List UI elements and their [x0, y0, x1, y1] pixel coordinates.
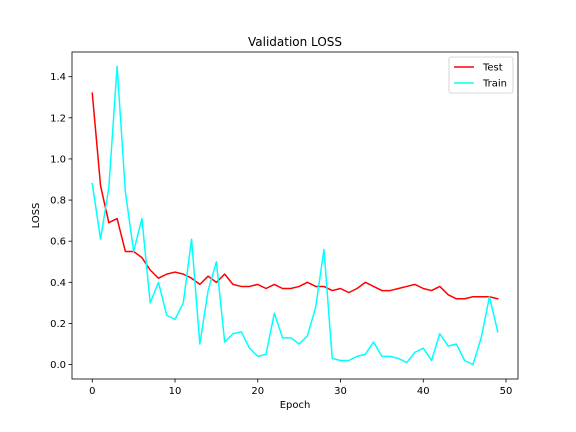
legend-label-train: Train	[482, 79, 507, 90]
y-tick-label: 1.2	[50, 113, 66, 124]
y-tick-label: 0.0	[50, 360, 66, 371]
x-tick-label: 40	[417, 386, 430, 397]
x-tick-label: 10	[169, 386, 182, 397]
series-line-test	[91, 92, 499, 300]
y-tick-label: 1.0	[50, 154, 66, 165]
x-tick-label: 20	[251, 386, 264, 397]
chart-title: Validation LOSS	[248, 35, 342, 49]
y-tick-label: 0.8	[50, 196, 66, 207]
axes-layer: 0 10 20 30 40 50 0.0 0.2 0.4 0.6 0.8 1.0 1.2 1.4	[50, 51, 519, 397]
x-axis-label: Epoch	[280, 400, 311, 411]
legend-label-test: Test	[482, 63, 503, 74]
axes-frame	[71, 51, 519, 380]
y-tick-label: 1.4	[50, 72, 66, 83]
legend: Test Train	[448, 56, 514, 94]
series-layer	[91, 65, 499, 366]
series-line-train	[91, 65, 499, 366]
plot-area	[72, 52, 518, 379]
x-tick-label: 50	[500, 386, 513, 397]
y-axis-label: LOSS	[31, 203, 42, 229]
y-tick-label: 0.6	[50, 237, 66, 248]
y-tick-label: 0.2	[50, 319, 66, 330]
x-tick-label: 0	[89, 386, 95, 397]
legend-box	[448, 56, 514, 94]
x-tick-label: 30	[334, 386, 347, 397]
y-tick-label: 0.4	[50, 278, 66, 289]
